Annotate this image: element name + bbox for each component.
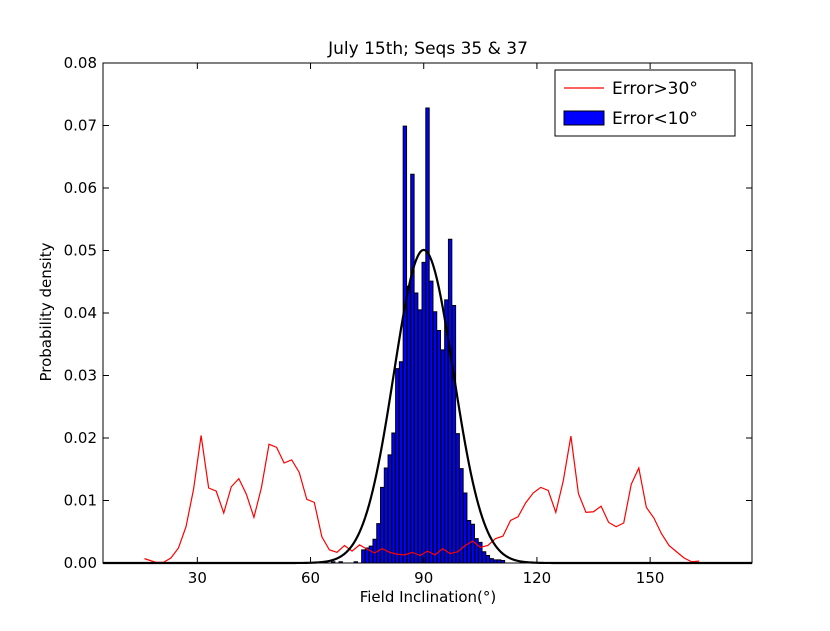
y-axis-label: Probability density bbox=[37, 242, 55, 381]
x-axis-label: Field Inclination(°) bbox=[360, 588, 497, 606]
histogram-bar bbox=[489, 558, 494, 564]
histogram-bar bbox=[410, 173, 415, 564]
y-tick-label: 0.02 bbox=[64, 429, 97, 447]
histogram-bar bbox=[478, 541, 483, 564]
x-tick-label: 60 bbox=[301, 569, 320, 587]
histogram-bar bbox=[466, 520, 472, 564]
y-tick-label: 0.06 bbox=[64, 179, 97, 197]
legend-bar-swatch bbox=[563, 110, 605, 126]
histogram-bar bbox=[380, 486, 385, 564]
histogram-bar bbox=[417, 309, 423, 564]
histogram-bar bbox=[485, 555, 491, 564]
histogram-bar bbox=[447, 238, 453, 564]
y-tick-label: 0.00 bbox=[64, 554, 97, 572]
histogram-bar bbox=[470, 523, 475, 564]
histogram-bar bbox=[398, 361, 404, 564]
y-tick-label: 0.07 bbox=[64, 117, 97, 135]
histogram-bar bbox=[481, 551, 487, 564]
chart-title: July 15th; Seqs 35 & 37 bbox=[327, 39, 528, 59]
histogram-bar bbox=[361, 549, 366, 564]
x-tick-label: 120 bbox=[523, 569, 552, 587]
legend-label-error-gt-30: Error>30° bbox=[612, 79, 698, 99]
y-tick-label: 0.04 bbox=[64, 304, 97, 322]
axes: 0.00 0.01 0.02 0.03 0.04 0.05 0.06 0.07 0.08 30 60… bbox=[64, 54, 753, 587]
y-tick-label: 0.03 bbox=[64, 367, 97, 385]
histogram-bar bbox=[421, 261, 426, 564]
legend: Error>30° Error<10° bbox=[554, 69, 736, 137]
histogram-bar bbox=[474, 538, 479, 564]
error-gt-30-line bbox=[144, 435, 700, 563]
histogram-bar bbox=[425, 107, 430, 564]
histogram-bar bbox=[383, 467, 389, 564]
histogram-bar bbox=[376, 523, 381, 564]
histogram-bar bbox=[436, 330, 442, 564]
x-tick-label: 90 bbox=[414, 569, 433, 587]
histogram-bar bbox=[391, 432, 396, 564]
histogram-bar bbox=[429, 280, 434, 564]
legend-label-error-lt-10: Error<10° bbox=[612, 109, 698, 129]
histogram-bar bbox=[368, 545, 374, 564]
histogram-bar bbox=[432, 311, 438, 564]
histogram-bar bbox=[463, 492, 468, 564]
x-tick-label: 150 bbox=[636, 569, 665, 587]
histogram-bar bbox=[451, 305, 457, 564]
histogram-bar bbox=[402, 125, 408, 564]
histogram-bar bbox=[406, 285, 411, 564]
histogram-bar bbox=[372, 538, 377, 564]
histogram-bar bbox=[387, 454, 392, 564]
x-tick-label: 30 bbox=[188, 569, 207, 587]
y-tick-label: 0.05 bbox=[64, 242, 97, 260]
histogram-bar bbox=[413, 292, 419, 564]
histogram-bar bbox=[440, 349, 445, 564]
y-tick-label: 0.08 bbox=[64, 54, 97, 72]
histogram-bar bbox=[395, 368, 400, 564]
y-tick-label: 0.01 bbox=[64, 492, 97, 510]
histogram-bar bbox=[455, 433, 460, 564]
